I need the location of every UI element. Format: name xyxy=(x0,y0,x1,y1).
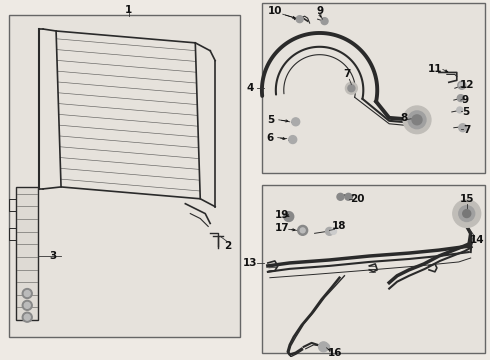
Text: 9: 9 xyxy=(316,6,323,16)
Text: 10: 10 xyxy=(268,6,282,16)
Text: 17: 17 xyxy=(274,224,289,233)
Circle shape xyxy=(298,225,308,235)
Text: 1: 1 xyxy=(125,5,132,15)
Circle shape xyxy=(331,228,337,234)
Text: 19: 19 xyxy=(274,210,289,220)
Text: 20: 20 xyxy=(350,194,365,204)
Text: 7: 7 xyxy=(463,125,470,135)
Circle shape xyxy=(300,228,305,233)
Text: 8: 8 xyxy=(400,113,408,123)
Circle shape xyxy=(345,82,357,94)
Text: 5: 5 xyxy=(267,115,274,125)
Text: 4: 4 xyxy=(246,83,254,93)
Circle shape xyxy=(289,136,297,144)
Circle shape xyxy=(296,16,303,23)
Circle shape xyxy=(412,115,422,125)
Circle shape xyxy=(22,301,32,310)
Circle shape xyxy=(345,193,352,200)
Circle shape xyxy=(457,107,463,113)
Circle shape xyxy=(292,118,300,126)
Circle shape xyxy=(22,289,32,298)
Circle shape xyxy=(453,200,481,228)
Circle shape xyxy=(348,85,355,92)
Text: 6: 6 xyxy=(266,132,273,143)
Circle shape xyxy=(325,228,334,235)
Circle shape xyxy=(459,124,467,132)
Circle shape xyxy=(321,18,328,24)
Bar xyxy=(16,187,38,320)
Circle shape xyxy=(337,193,344,200)
Circle shape xyxy=(284,212,294,221)
Circle shape xyxy=(22,312,32,322)
Circle shape xyxy=(24,291,30,297)
Circle shape xyxy=(458,81,466,89)
Circle shape xyxy=(318,342,328,352)
Text: 2: 2 xyxy=(224,241,232,251)
Circle shape xyxy=(408,111,426,129)
Circle shape xyxy=(459,206,475,221)
Bar xyxy=(9,15,240,337)
Bar xyxy=(262,185,485,353)
Text: 15: 15 xyxy=(460,194,474,204)
Circle shape xyxy=(24,314,30,320)
Text: 18: 18 xyxy=(332,221,347,231)
Circle shape xyxy=(323,344,329,350)
Circle shape xyxy=(459,83,464,88)
Circle shape xyxy=(463,210,471,217)
Text: 13: 13 xyxy=(243,258,257,268)
Circle shape xyxy=(403,106,431,134)
Bar xyxy=(262,3,485,173)
Text: 5: 5 xyxy=(462,107,469,117)
Text: 14: 14 xyxy=(469,235,484,245)
Circle shape xyxy=(457,95,464,102)
Text: 11: 11 xyxy=(428,63,442,73)
Text: 9: 9 xyxy=(461,95,468,105)
Circle shape xyxy=(24,302,30,308)
Text: 16: 16 xyxy=(328,348,343,358)
Text: 3: 3 xyxy=(49,251,57,261)
Text: 12: 12 xyxy=(460,80,474,90)
Text: 7: 7 xyxy=(343,69,351,80)
